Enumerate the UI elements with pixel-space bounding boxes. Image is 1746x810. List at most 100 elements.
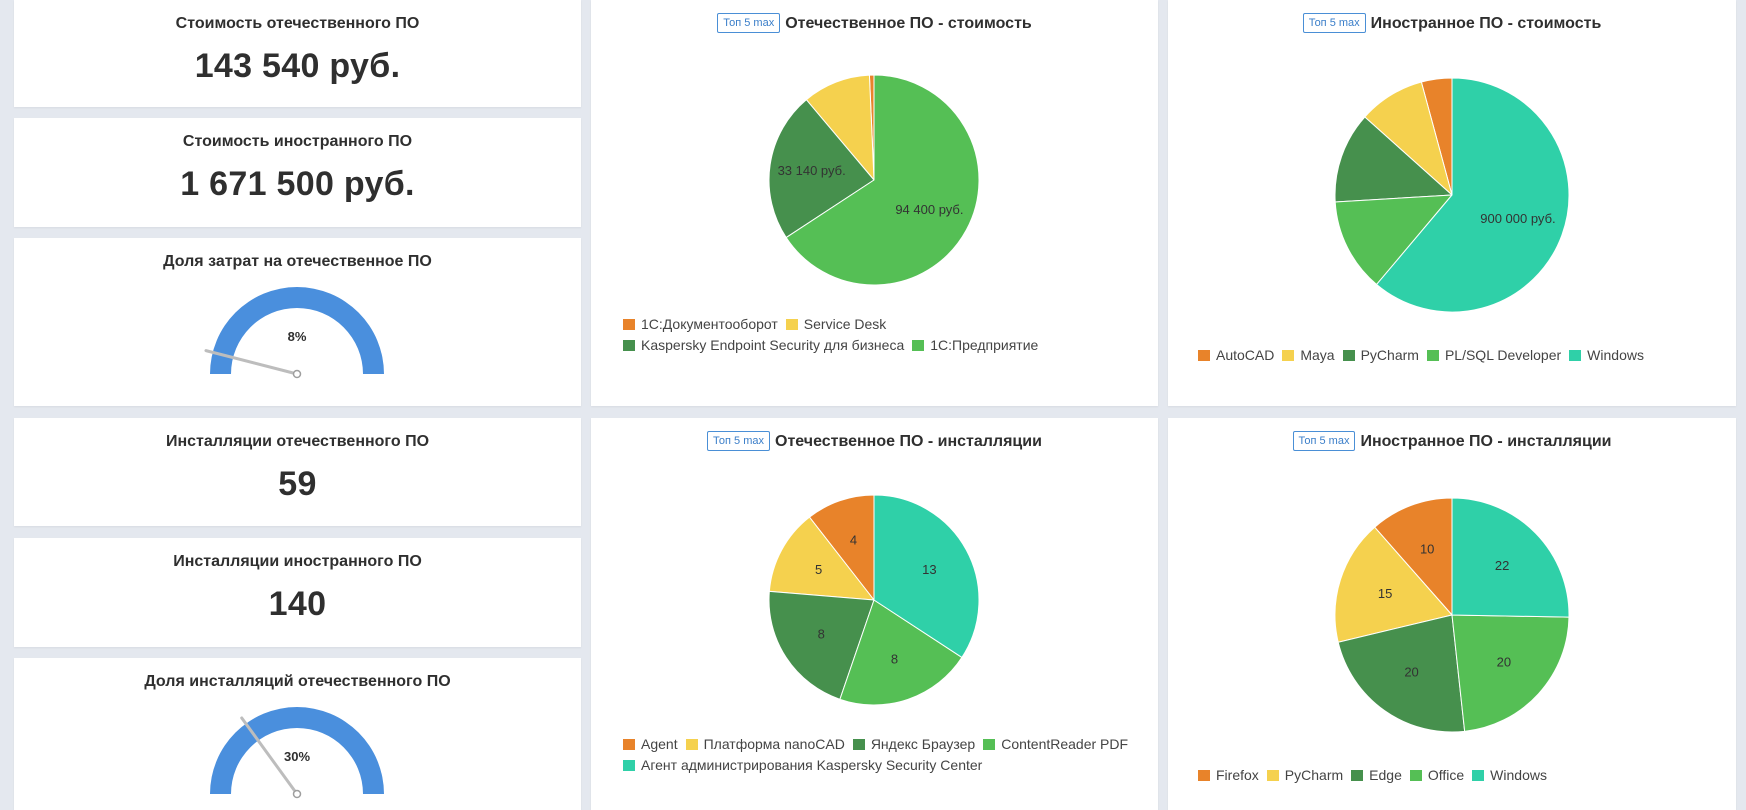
pie-slice[interactable]: [1375, 77, 1570, 313]
kpi-title: Инсталляции отечественного ПО: [165, 433, 430, 450]
legend-swatch: [912, 340, 925, 351]
legend-item[interactable]: AutoCAD: [1198, 345, 1274, 366]
kpi-value: 59: [278, 465, 317, 503]
gauge-cost-share: 8%: [204, 287, 384, 379]
legend-swatch: [1198, 350, 1210, 361]
pie-slice[interactable]: [768, 590, 875, 700]
legend-item[interactable]: Maya: [1282, 345, 1335, 366]
chart-header: Топ 5 max Иностранное ПО - инсталляции: [1168, 431, 1736, 451]
chart-header: Топ 5 max Иностранное ПО - стоимость: [1168, 13, 1736, 33]
legend-item[interactable]: 1С:Предприятие: [912, 335, 1038, 356]
kpi-title: Инсталляции иностранного ПО: [173, 553, 422, 570]
legend-swatch: [852, 739, 865, 750]
pie-data-label: 13: [922, 562, 936, 577]
top5-badge[interactable]: Топ 5 max: [717, 13, 781, 33]
pie-slice[interactable]: [785, 74, 980, 286]
pie-data-label: 22: [1495, 558, 1509, 573]
legend-item[interactable]: Firefox: [1198, 765, 1259, 786]
pie-slice[interactable]: [808, 494, 875, 602]
top5-badge[interactable]: Топ 5 max: [1292, 431, 1356, 451]
pie-slice[interactable]: [768, 99, 875, 239]
kpi-value: 1 671 500 руб.: [180, 165, 415, 203]
legend-label: Office: [1427, 767, 1465, 783]
legend-item[interactable]: Edge: [1351, 765, 1402, 786]
legend-label: Яндекс Браузер: [870, 736, 976, 752]
legend-swatch: [1351, 770, 1364, 781]
legend-item[interactable]: Office: [1409, 765, 1465, 786]
pie-chart: 33 140 руб. 94 400 руб.: [768, 74, 980, 286]
chart-foreign-cost-card: Топ 5 max Иностранное ПО - стоимость 900 …: [1168, 0, 1736, 406]
chart-legend: AutoCAD Maya PyCharm PL/SQL Developer Window…: [1198, 345, 1718, 366]
chart-title: Отечественное ПО - стоимость: [785, 15, 1032, 32]
legend-item[interactable]: Windows: [1472, 765, 1547, 786]
pie-slice[interactable]: [839, 599, 963, 706]
legend-label: PyCharm: [1284, 767, 1344, 783]
pie-slice[interactable]: [768, 516, 876, 601]
pie-slice[interactable]: [1451, 614, 1570, 732]
pie-chart: 4 5 8 8 13: [768, 494, 980, 706]
legend-swatch: [623, 319, 635, 330]
gauge-value-label: 30%: [284, 749, 310, 764]
pie-slice[interactable]: [1451, 497, 1570, 618]
pie-slice[interactable]: [1334, 526, 1453, 643]
legend-label: Maya: [1300, 347, 1335, 363]
pie-slice[interactable]: [1373, 497, 1453, 617]
legend-swatch: [1409, 770, 1422, 781]
legend-label: Service Desk: [803, 316, 887, 332]
top5-badge[interactable]: Топ 5 max: [707, 431, 770, 451]
legend-item[interactable]: PyCharm: [1342, 345, 1419, 366]
scrollbar-track[interactable]: [1740, 0, 1746, 810]
legend-item[interactable]: Агент администрирования Kaspersky Securi…: [623, 755, 982, 776]
legend-item[interactable]: Windows: [1569, 345, 1644, 366]
legend-label: PL/SQL Developer: [1444, 347, 1562, 363]
kpi-domestic-installs-card: Инсталляции отечественного ПО 59: [14, 418, 581, 526]
pie-data-label: 8: [818, 626, 825, 641]
chart-legend: Firefox PyCharm Edge Office Windows: [1198, 765, 1718, 786]
legend-item[interactable]: 1С:Документооборот: [623, 314, 778, 335]
chart-title: Иностранное ПО - стоимость: [1370, 15, 1602, 32]
legend-label: Firefox: [1216, 767, 1259, 783]
pie-data-label: 10: [1420, 541, 1434, 556]
legend-item[interactable]: ContentReader PDF: [983, 734, 1128, 755]
pie-slice[interactable]: [873, 494, 980, 659]
pie-data-label: 5: [815, 562, 822, 577]
pie-slice[interactable]: [805, 74, 875, 182]
legend-swatch: [623, 340, 635, 351]
legend-swatch: [1569, 350, 1582, 361]
gauge-band: [210, 707, 384, 794]
legend-swatch: [1426, 350, 1439, 361]
chart-header: Топ 5 max Отечественное ПО - стоимость: [591, 13, 1158, 33]
legend-swatch: [1198, 770, 1210, 781]
legend-item[interactable]: Kaspersky Endpoint Security для бизнеса: [623, 335, 904, 356]
pie-slice[interactable]: [1334, 116, 1454, 203]
pie-data-label: 94 400 руб.: [895, 202, 963, 217]
pie-slice[interactable]: [1334, 194, 1454, 286]
chart-foreign-installs-card: Топ 5 max Иностранное ПО - инсталляции 10…: [1168, 418, 1736, 810]
legend-item[interactable]: Service Desk: [785, 314, 887, 335]
top5-badge[interactable]: Топ 5 max: [1302, 13, 1366, 33]
legend-label: Edge: [1369, 767, 1402, 783]
legend-item[interactable]: Agent: [623, 734, 678, 755]
legend-label: 1С:Предприятие: [930, 337, 1039, 353]
legend-item[interactable]: PyCharm: [1266, 765, 1344, 786]
chart-title: Отечественное ПО - инсталляции: [775, 433, 1042, 450]
gauge-pivot: [292, 369, 302, 379]
legend-item[interactable]: Платформа nanoCAD: [685, 734, 845, 755]
kpi-value: 140: [268, 585, 327, 623]
pie-data-label: 900 000 руб.: [1480, 211, 1555, 226]
chart-legend: Agent Платформа nanoCAD Яндекс Браузер Cont…: [623, 734, 1143, 776]
pie-data-label: 4: [850, 532, 857, 547]
legend-item[interactable]: Яндекс Браузер: [852, 734, 976, 755]
legend-label: ContentReader PDF: [1001, 736, 1129, 752]
gauge-needle: [204, 349, 299, 376]
gauge-install-share-card: Доля инсталляций отечественного ПО 30%: [14, 658, 581, 810]
gauge-title: Доля затрат на отечественное ПО: [163, 253, 432, 270]
chart-domestic-cost-card: Топ 5 max Отечественное ПО - стоимость 33…: [591, 0, 1158, 406]
legend-swatch: [623, 739, 635, 750]
legend-swatch: [1342, 350, 1355, 361]
chart-title: Иностранное ПО - инсталляции: [1360, 433, 1612, 450]
pie-chart: 10 15 20 20 22: [1334, 497, 1570, 733]
legend-item[interactable]: PL/SQL Developer: [1426, 345, 1562, 366]
legend-swatch: [785, 319, 798, 330]
pie-slice[interactable]: [1337, 614, 1466, 733]
